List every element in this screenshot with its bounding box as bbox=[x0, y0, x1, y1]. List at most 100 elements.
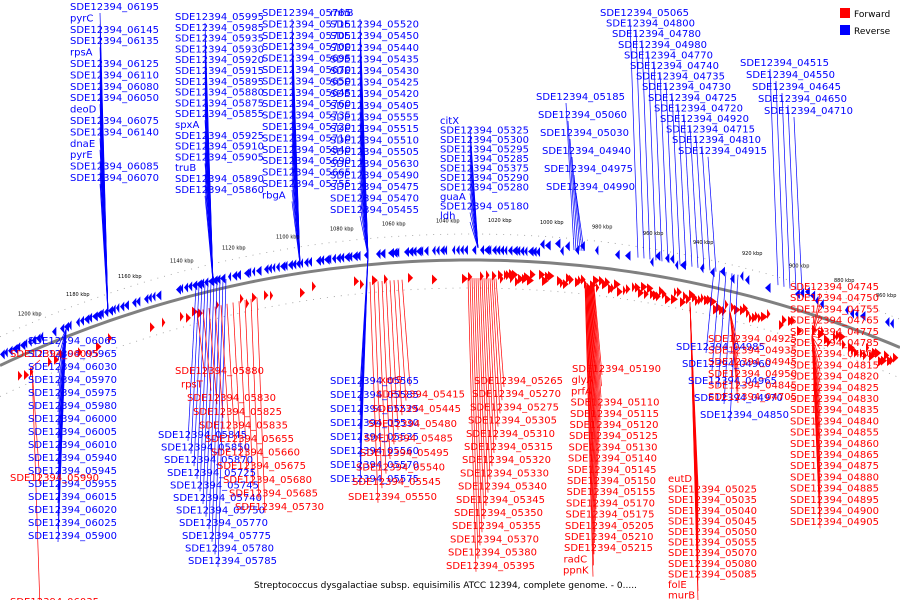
gene-label: SDE12394_05670 bbox=[262, 65, 351, 76]
reverse-gene-arrow bbox=[565, 241, 570, 252]
forward-gene-arrow bbox=[767, 309, 771, 320]
reverse-gene-arrow bbox=[40, 331, 44, 342]
gene-label: SDE12394_04730 bbox=[642, 82, 731, 93]
gene-label: SDE12394_05940 bbox=[28, 453, 117, 464]
reverse-gene-arrow bbox=[404, 246, 409, 257]
gene-leader-line bbox=[787, 104, 797, 291]
gene-leader-line bbox=[401, 279, 411, 387]
gene-label: SDE12394_05935 bbox=[175, 34, 264, 45]
gene-label: SDE12394_05275 bbox=[470, 402, 559, 413]
reverse-gene-arrow bbox=[440, 245, 445, 256]
gene-label: SDE12394_04935 bbox=[708, 346, 797, 357]
gene-leader-line bbox=[489, 278, 499, 427]
gene-label: SDE12394_04915 bbox=[678, 146, 767, 157]
tick-label: 1020 kbp bbox=[488, 218, 512, 224]
gene-leader-line bbox=[635, 29, 645, 259]
forward-gene-arrow bbox=[893, 352, 899, 363]
reverse-gene-arrow bbox=[92, 311, 98, 322]
gene-leader-line bbox=[575, 192, 585, 252]
gene-label: SDE12394_05060 bbox=[538, 110, 627, 121]
gene-label: SDE12394_05535 bbox=[330, 432, 419, 443]
forward-gene-arrow bbox=[150, 322, 155, 333]
forward-gene-arrow bbox=[731, 302, 735, 313]
gene-leader-line bbox=[485, 278, 495, 454]
gene-leader-line bbox=[193, 284, 203, 467]
gene-label: SDE12394_06015 bbox=[28, 492, 117, 503]
gene-label: SDE12394_05475 bbox=[330, 182, 419, 193]
gene-label: SDE12394_05315 bbox=[464, 442, 553, 453]
reverse-gene-arrow bbox=[24, 338, 28, 349]
gene-label: SDE12394_05735 bbox=[262, 111, 351, 122]
forward-gene-arrow bbox=[683, 291, 688, 302]
gene-label: guaA bbox=[440, 192, 466, 203]
gene-label: SDE12394_04975 bbox=[544, 164, 633, 175]
reverse-gene-arrow bbox=[256, 265, 262, 276]
gene-label: SDE12394_05420 bbox=[330, 89, 419, 100]
reverse-gene-arrow bbox=[284, 260, 288, 271]
reverse-gene-arrow bbox=[820, 299, 824, 310]
gene-label: folE bbox=[668, 580, 687, 591]
reverse-gene-arrow bbox=[196, 279, 202, 290]
gene-label: SDE12394_05845 bbox=[158, 430, 247, 441]
gene-label: SDE12394_05730 bbox=[235, 502, 324, 513]
gene-leader-line bbox=[677, 103, 687, 266]
gene-label: SDE12394_05970 bbox=[28, 375, 117, 386]
gene-label: dnaE bbox=[70, 139, 95, 150]
gene-label: SDE12394_05860 bbox=[175, 185, 264, 196]
gene-label: SDE12394_05645 bbox=[262, 88, 351, 99]
forward-gene-arrow bbox=[617, 286, 623, 297]
reverse-gene-arrow bbox=[184, 282, 189, 293]
gene-label: SDE12394_04810 bbox=[672, 135, 761, 146]
gene-leader-line bbox=[359, 204, 369, 256]
gene-label: SDE12394_06145 bbox=[70, 25, 159, 36]
gene-label: SDE12394_04980 bbox=[618, 40, 707, 51]
forward-gene-arrow bbox=[656, 291, 661, 302]
reverse-gene-arrow bbox=[484, 245, 490, 256]
legend-reverse-swatch bbox=[840, 25, 850, 35]
reverse-gene-arrow bbox=[80, 315, 84, 326]
gene-label: SDE12394_05030 bbox=[540, 128, 629, 139]
gene-leader-line bbox=[205, 281, 215, 517]
reverse-gene-arrow bbox=[280, 261, 286, 272]
gene-label: SDE12394_05125 bbox=[569, 431, 658, 442]
reverse-gene-arrow bbox=[504, 245, 508, 256]
gene-label: SDE12394_05725 bbox=[167, 468, 256, 479]
gene-label: rpsA bbox=[70, 48, 93, 59]
reverse-gene-arrow bbox=[36, 333, 41, 344]
gene-label: SDE12394_05290 bbox=[440, 173, 529, 184]
tick-label: 920 kbp bbox=[742, 251, 762, 257]
forward-gene-arrow bbox=[851, 344, 856, 355]
gene-label: SDE12394_05770 bbox=[179, 518, 268, 529]
forward-gene-arrow bbox=[108, 333, 113, 344]
forward-gene-arrow bbox=[842, 339, 846, 350]
legend-forward-swatch bbox=[840, 8, 850, 18]
reverse-gene-arrow bbox=[356, 250, 361, 261]
reverse-gene-arrow bbox=[412, 246, 417, 257]
reverse-gene-arrow bbox=[376, 248, 381, 259]
forward-gene-arrow bbox=[746, 307, 750, 318]
gene-label: SDE12394_04960 bbox=[682, 359, 771, 370]
gene-label: ldh bbox=[440, 211, 455, 222]
reverse-gene-arrow bbox=[100, 308, 104, 319]
reverse-gene-arrow bbox=[860, 310, 866, 321]
forward-gene-arrow bbox=[596, 282, 600, 293]
forward-gene-arrow bbox=[593, 275, 600, 286]
gene-label: SDE12394_05585 bbox=[330, 390, 419, 401]
gene-label: SDE12394_04550 bbox=[746, 70, 835, 81]
gene-leader-line bbox=[587, 285, 596, 521]
reverse-gene-arrow bbox=[456, 245, 460, 256]
gene-leader-line bbox=[187, 286, 197, 442]
gene-leader-line bbox=[717, 271, 727, 388]
gene-leader-line bbox=[217, 278, 227, 568]
gene-label: SDE12394_05830 bbox=[187, 393, 276, 404]
gene-leader-line bbox=[591, 285, 601, 420]
reverse-gene-arrow bbox=[800, 287, 805, 298]
tick-label: 1040 kbp bbox=[436, 219, 460, 225]
gene-label: SDE12394_05880 bbox=[175, 88, 264, 99]
gene-leader-line bbox=[204, 195, 214, 283]
reverse-gene-arrow bbox=[204, 277, 209, 288]
gene-leader-line bbox=[238, 301, 248, 473]
gene-leader-line bbox=[811, 336, 821, 529]
forward-gene-arrow bbox=[881, 355, 887, 366]
